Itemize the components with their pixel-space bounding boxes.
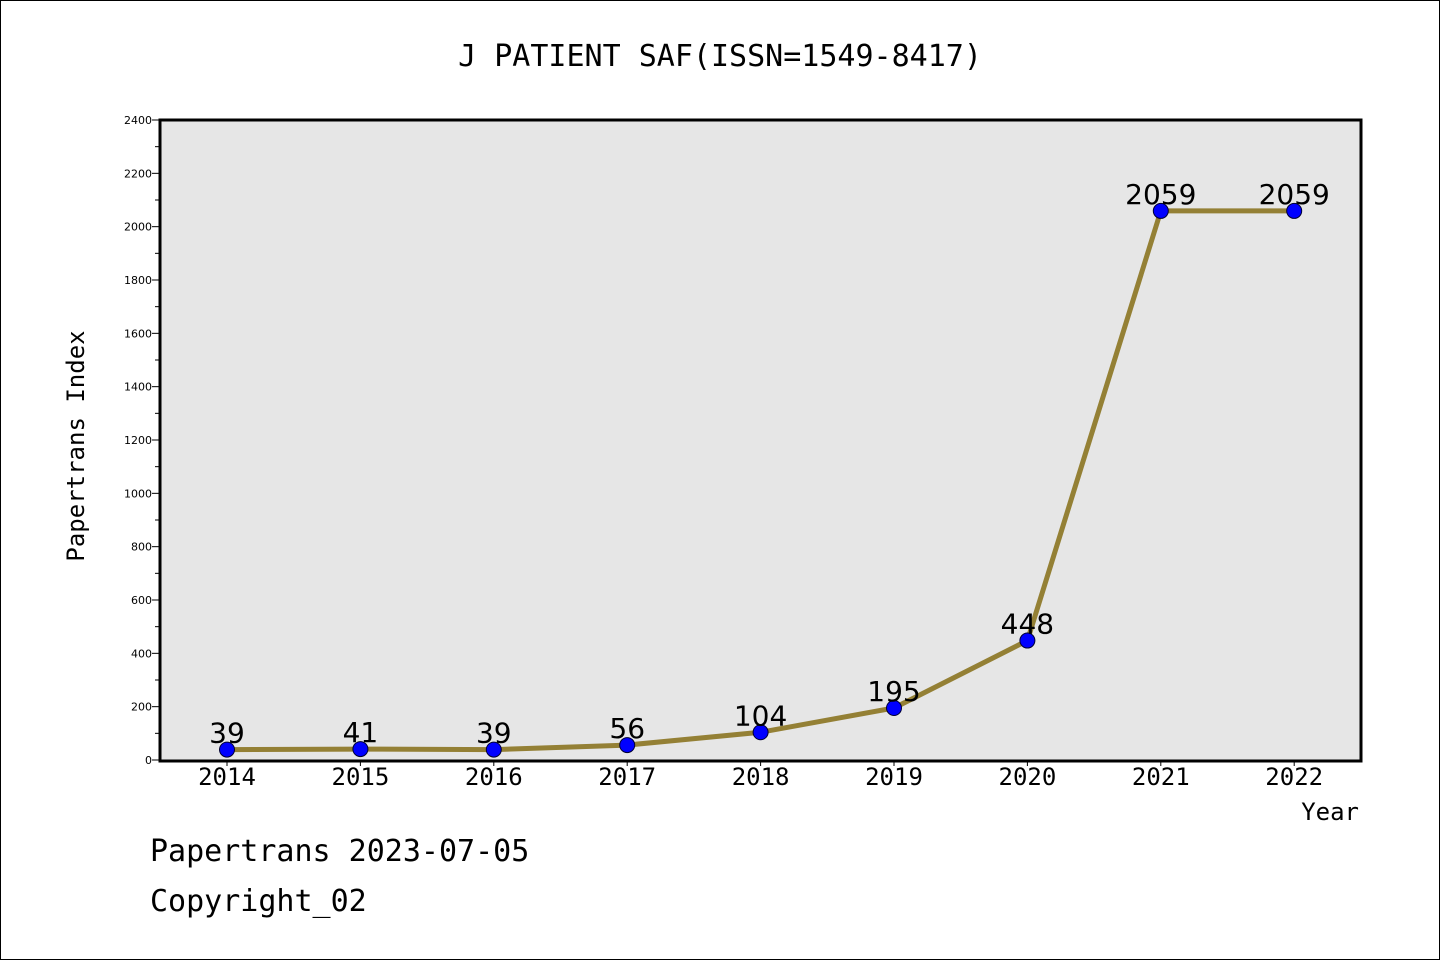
y-tick-label: 0 bbox=[145, 754, 152, 767]
footer-copyright: Copyright_02 bbox=[150, 884, 367, 919]
y-tick-label: 400 bbox=[131, 647, 152, 660]
data-point-label: 448 bbox=[1001, 608, 1054, 641]
chart-title: J PATIENT SAF(ISSN=1549-8417) bbox=[458, 39, 982, 74]
data-point-marker bbox=[352, 741, 369, 758]
footer-date: Papertrans 2023-07-05 bbox=[150, 834, 530, 869]
marker-group bbox=[219, 202, 1303, 758]
data-point-label: 39 bbox=[476, 717, 512, 750]
data-point-marker bbox=[1286, 202, 1303, 219]
x-tick-label: 2019 bbox=[865, 763, 923, 791]
y-axis-label: Papertrans Index bbox=[62, 330, 90, 561]
x-axis: 2014 2015 2016 2017 2018 2019 2020 2021 2022 bbox=[198, 760, 1323, 791]
y-tick-label: 1600 bbox=[124, 327, 152, 340]
x-tick-label: 2017 bbox=[598, 763, 656, 791]
y-tick-label: 1800 bbox=[124, 274, 152, 287]
data-point-label: 39 bbox=[209, 717, 245, 750]
data-point-label: 195 bbox=[867, 675, 920, 708]
data-label-group: 39 41 39 56 104 195 448 2059 2059 bbox=[209, 178, 1330, 750]
x-tick-label: 2022 bbox=[1265, 763, 1323, 791]
y-tick-label: 1200 bbox=[124, 434, 152, 447]
x-tick-label: 2018 bbox=[732, 763, 790, 791]
x-axis-label: Year bbox=[1301, 798, 1359, 826]
x-tick-label: 2014 bbox=[198, 763, 256, 791]
data-point-marker bbox=[1152, 202, 1169, 219]
y-tick-label: 2400 bbox=[124, 114, 152, 127]
x-tick-label: 2020 bbox=[999, 763, 1057, 791]
data-point-marker bbox=[485, 741, 502, 758]
y-tick-label: 1400 bbox=[124, 381, 152, 394]
data-point-marker bbox=[1019, 632, 1036, 649]
y-axis: 0 200 400 600 800 1000 1200 1400 1600 1800 2000 220… bbox=[124, 114, 160, 767]
y-tick-label: 800 bbox=[131, 541, 152, 554]
x-tick-label: 2021 bbox=[1132, 763, 1190, 791]
data-point-marker bbox=[219, 741, 235, 758]
x-tick-label: 2016 bbox=[465, 763, 523, 791]
y-tick-label: 1000 bbox=[124, 487, 152, 500]
data-point-marker bbox=[619, 737, 636, 754]
y-tick-label: 200 bbox=[131, 701, 152, 714]
data-point-label: 2059 bbox=[1125, 178, 1196, 211]
data-point-label: 41 bbox=[343, 716, 379, 749]
data-point-marker bbox=[886, 700, 902, 716]
x-tick-label: 2015 bbox=[332, 763, 390, 791]
data-point-label: 2059 bbox=[1259, 178, 1330, 211]
plot-area bbox=[158, 118, 1363, 763]
y-tick-label: 2200 bbox=[124, 167, 152, 180]
data-point-marker bbox=[752, 724, 769, 741]
data-point-label: 104 bbox=[734, 699, 787, 732]
data-point-label: 56 bbox=[609, 712, 645, 745]
y-tick-label: 2000 bbox=[124, 221, 152, 234]
y-tick-label: 600 bbox=[131, 594, 152, 607]
